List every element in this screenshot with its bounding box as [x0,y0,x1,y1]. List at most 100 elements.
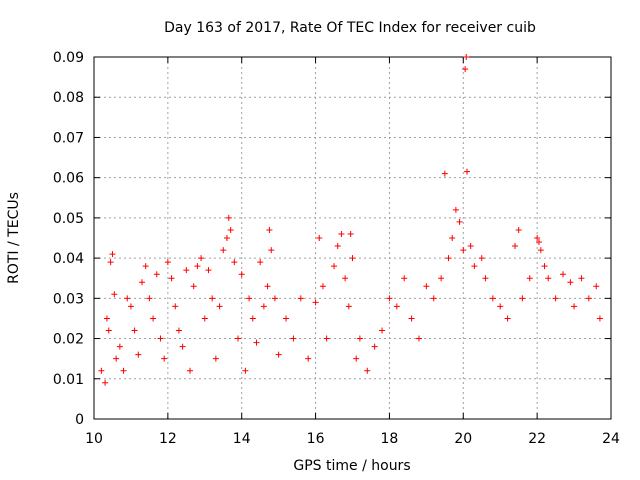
data-point [275,351,282,358]
chart-title: Day 163 of 2017, Rate Of TEC Index for r… [164,20,536,36]
y-tick-label: 0.02 [53,332,84,348]
data-point [441,170,448,177]
y-tick-label: 0.09 [53,50,84,66]
data-point [131,327,138,334]
data-point [201,315,208,322]
data-point [349,255,356,262]
data-point [268,247,275,254]
data-point [519,295,526,302]
data-point [463,54,470,60]
data-point [338,230,345,237]
data-point [511,243,518,250]
data-point [345,303,352,310]
data-point [235,335,242,342]
data-point [504,315,511,322]
data-point [297,295,304,302]
x-tick-label: 14 [233,431,251,447]
data-point [462,66,469,73]
data-point [253,339,260,346]
data-point [449,235,456,241]
y-tick-label: 0.08 [53,90,84,106]
data-point [142,263,149,270]
data-point [105,327,112,334]
data-point [260,303,267,310]
data-point [109,251,116,258]
data-point [552,295,559,302]
data-point [127,303,134,310]
data-point [578,275,585,282]
data-point [190,283,197,290]
data-point [209,295,216,302]
plot-frame [93,56,612,420]
data-point [471,263,478,270]
data-point [283,315,290,322]
data-point [379,327,386,334]
data-point [164,259,171,266]
data-point [353,355,360,362]
data-point [225,214,232,221]
data-point [257,259,264,266]
data-point [168,275,175,282]
data-point [146,295,153,302]
data-point [179,343,186,350]
data-point [242,367,249,374]
data-point [478,255,485,262]
data-point [364,367,371,374]
x-tick-label: 24 [602,431,620,447]
data-point [534,235,541,241]
data-point [153,271,160,278]
data-point [231,259,238,266]
data-point [319,283,326,290]
data-point [452,206,459,213]
data-point [157,335,164,342]
data-point [456,218,463,225]
data-point [559,271,566,278]
data-point [489,295,496,302]
data-point [463,168,470,175]
data-point [356,335,363,342]
data-point [430,295,437,302]
data-point [305,355,312,362]
data-point [187,367,194,374]
data-point [223,235,230,241]
y-tick-label: 0.07 [53,130,84,146]
data-point [98,367,105,374]
x-tick-label: 10 [85,431,103,447]
data-point [103,315,110,322]
y-tick-label: 0.03 [53,291,84,307]
data-point [371,343,378,350]
data-point [438,275,445,282]
grid-lines [94,57,611,419]
data-point [482,275,489,282]
data-point [467,243,474,250]
data-point [249,315,256,322]
data-point [386,295,393,302]
data-point [535,239,542,246]
data-point [175,327,182,334]
data-point [205,267,212,274]
data-point [342,275,349,282]
data-point [316,235,323,241]
data-point [172,303,179,310]
y-tick-label: 0 [75,412,84,428]
data-point [347,230,354,237]
data-points [98,54,603,386]
data-point [220,247,227,254]
data-point [593,283,600,290]
y-axis-label: ROTI / TECUs [6,192,22,284]
y-tick-label: 0.04 [53,251,84,267]
data-point [102,379,109,386]
data-point [415,335,422,342]
data-point [183,267,190,274]
data-point [460,247,467,254]
data-point [271,295,278,302]
x-tick-label: 12 [159,431,177,447]
x-tick-label: 20 [454,431,472,447]
data-point [238,271,245,278]
x-axis-label: GPS time / hours [293,458,410,474]
data-point [212,355,219,362]
data-point [290,335,297,342]
data-point [497,303,504,310]
data-point [150,315,157,322]
